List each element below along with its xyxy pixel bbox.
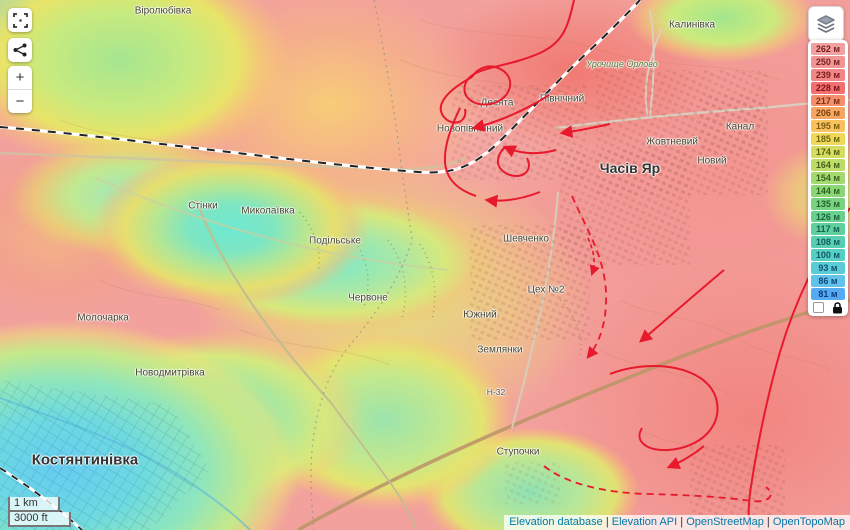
legend-row[interactable]: 217 м <box>811 94 845 107</box>
legend-row[interactable]: 86 м <box>811 275 845 287</box>
legend-footer <box>811 301 845 314</box>
legend-row[interactable]: 206 м <box>811 107 845 120</box>
legend-row[interactable]: 239 м <box>811 68 845 81</box>
place-label: Стінки <box>188 200 218 212</box>
scale-km: 1 km <box>8 496 60 512</box>
legend-row[interactable]: 250 м <box>811 55 845 68</box>
legend-row[interactable]: 164 м <box>811 159 845 171</box>
place-label: Н-32 <box>486 387 506 397</box>
legend-row[interactable]: 100 м <box>811 249 845 262</box>
front-line-dashed-south <box>543 465 772 503</box>
attack-arrow <box>471 94 550 132</box>
place-label: Віролюбівка <box>134 5 192 17</box>
place-label: Часів Яр <box>599 160 661 176</box>
attribution-link[interactable]: OpenStreetMap <box>686 516 764 528</box>
place-label: Червоне <box>348 292 388 304</box>
attribution-link[interactable]: Elevation database <box>509 516 603 528</box>
legend-row[interactable]: 228 м <box>811 81 845 94</box>
scale-ft: 3000 ft <box>8 511 71 527</box>
legend-row[interactable]: 262 м <box>811 43 845 55</box>
legend-toggle-checkbox[interactable] <box>813 302 824 314</box>
attack-arrow <box>666 445 705 469</box>
share-icon <box>13 43 27 57</box>
zoom-out-button[interactable]: − <box>15 93 25 110</box>
place-label: Новодмитрівка <box>135 367 205 379</box>
legend-row[interactable]: 174 м <box>811 146 845 159</box>
fullscreen-icon <box>12 12 28 28</box>
place-label: Подільське <box>309 235 361 247</box>
attack-arrow <box>559 123 611 138</box>
attack-arrow <box>639 269 725 343</box>
place-label: Канал <box>725 121 755 133</box>
legend-row[interactable]: 135 м <box>811 197 845 210</box>
attribution-link[interactable]: Elevation API <box>611 516 678 528</box>
legend-row[interactable]: 117 м <box>811 223 845 236</box>
legend-row[interactable]: 126 м <box>811 210 845 223</box>
zoom-divider <box>8 89 32 90</box>
attribution-separator: | <box>677 516 687 528</box>
front-line-dashed-arrow <box>587 237 600 276</box>
elevation-legend: 262 м 250 м 239 м 228 м 217 м 206 м 195 м 185 м… <box>808 40 848 316</box>
place-label: Ступочки <box>496 446 540 458</box>
front-line-curl <box>439 76 473 124</box>
front-line-loop <box>609 365 719 452</box>
front-line-main-north <box>463 0 575 106</box>
scale-control: 1 km 3000 ft <box>8 496 71 527</box>
attribution-link[interactable]: OpenTopoMap <box>772 516 845 528</box>
legend-row[interactable]: 108 м <box>811 236 845 249</box>
place-label: Жовтневий <box>646 136 698 148</box>
place-label: Костянтинівка <box>31 451 139 469</box>
place-label: Новий <box>697 155 727 167</box>
zoom-in-button[interactable]: + <box>15 69 25 86</box>
front-line-curl2 <box>497 146 530 177</box>
legend-row[interactable]: 81 м <box>811 287 845 300</box>
place-label: Цех №2 <box>527 284 565 296</box>
legend-row[interactable]: 154 м <box>811 171 845 184</box>
place-label: Північний <box>539 93 585 105</box>
place-label: Молочарка <box>77 312 129 324</box>
front-line-dashed-mid <box>571 195 607 359</box>
place-label: Миколаївка <box>241 205 295 217</box>
attack-arrow <box>502 145 557 158</box>
place-label: Калинівка <box>668 19 716 31</box>
lock-icon[interactable] <box>832 302 843 314</box>
place-label: Новопівнічний <box>436 123 504 135</box>
legend-row[interactable]: 185 м <box>811 133 845 146</box>
layers-button[interactable] <box>808 6 844 42</box>
legend-rows: 262 м 250 м 239 м 228 м 217 м 206 м 195 м 185 м… <box>811 43 845 300</box>
attack-arrow <box>484 191 541 208</box>
front-line-arc <box>444 107 477 197</box>
share-button[interactable] <box>8 38 32 62</box>
layers-icon <box>817 15 835 33</box>
place-label: Урочище Орлово <box>586 59 658 69</box>
legend-row[interactable]: 195 м <box>811 120 845 133</box>
place-label: Шевченко <box>503 233 549 245</box>
place-label: Южний <box>463 309 497 321</box>
attribution: Elevation database | Elevation API | Ope… <box>504 515 850 530</box>
attribution-separator: | <box>602 516 612 528</box>
legend-row[interactable]: 144 м <box>811 184 845 197</box>
fullscreen-button[interactable] <box>8 8 32 32</box>
zoom-control: + − <box>8 66 32 113</box>
attribution-links: Elevation database | Elevation API | Ope… <box>509 516 845 528</box>
place-label: Землянки <box>477 344 523 356</box>
legend-row[interactable]: 93 м <box>811 262 845 275</box>
attribution-separator: | <box>763 516 773 528</box>
